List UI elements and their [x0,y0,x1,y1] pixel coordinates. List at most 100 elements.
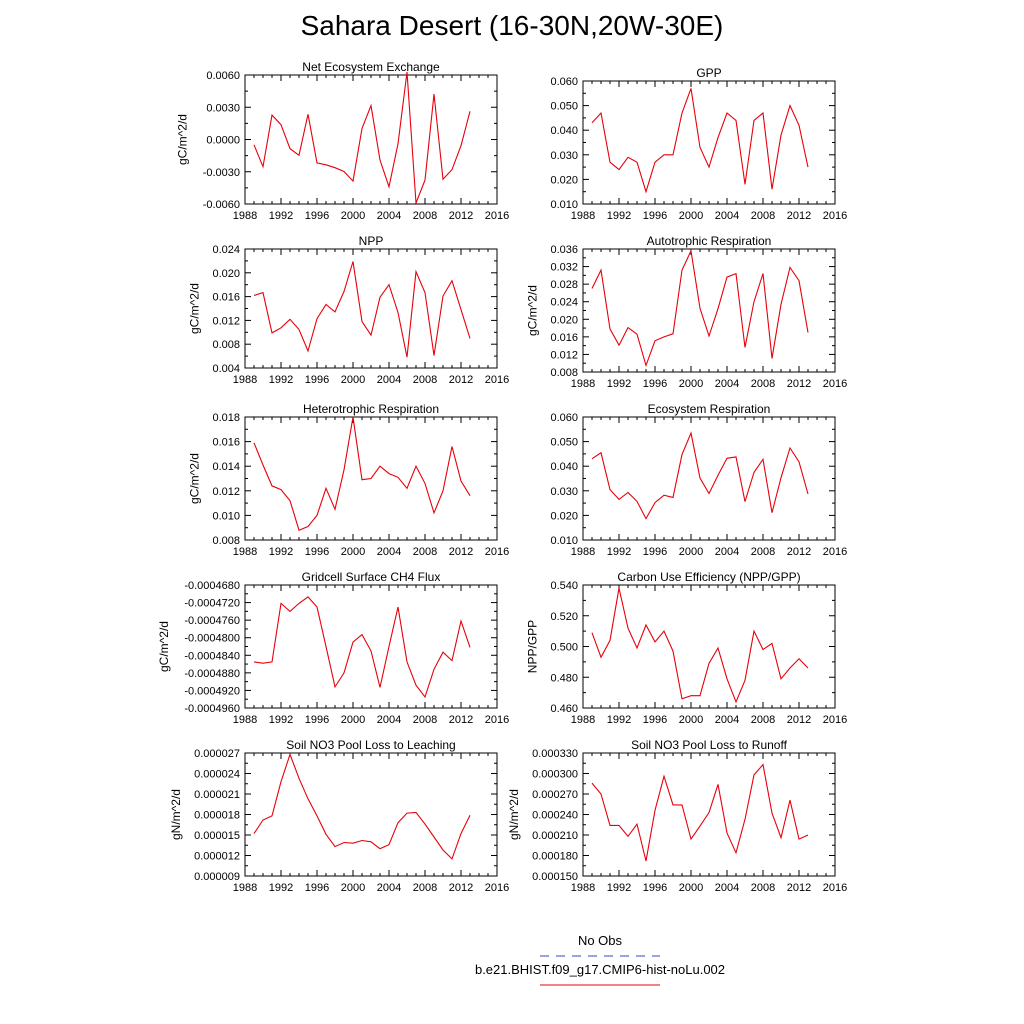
y-tick-label: 0.016 [550,332,578,344]
y-axis-label: gC/m^2/d [157,621,171,672]
y-tick-label: 0.014 [212,461,240,473]
panel-title: Gridcell Surface CH4 Flux [302,570,441,584]
x-tick-label: 2000 [679,378,703,390]
x-tick-label: 1996 [305,210,329,222]
y-tick-label: 0.000018 [194,810,240,822]
x-tick-label: 1988 [233,546,257,558]
y-tick-label: -0.0004960 [184,703,240,715]
legend-obs-label: No Obs [578,933,623,948]
x-tick-label: 2000 [341,210,365,222]
y-tick-label: 0.040 [550,125,578,137]
plot-frame [582,248,836,373]
y-tick-label: 0.008 [212,339,240,351]
x-tick-label: 1996 [643,210,667,222]
y-tick-label: 0.050 [550,101,578,113]
chart-panel-1: 1988 1992 1996 2000 2004 2008 2012 2016 -0.0060 -… [175,60,509,222]
y-tick-label: -0.0004920 [184,685,240,697]
x-tick-label: 1992 [607,714,631,726]
series-line [591,88,809,194]
plot-frame [244,752,498,877]
y-tick-label: -0.0060 [203,199,240,211]
chart-panel-10: 1988 1992 1996 2000 2004 2008 2012 2016 0.000150… [507,738,847,894]
series-line [253,596,471,699]
x-tick-label: 2012 [449,882,473,894]
x-tick-label: 1996 [305,374,329,386]
chart-panel-3: 1988 1992 1996 2000 2004 2008 2012 2016 0.004 0.0… [188,234,510,386]
x-tick-label: 1992 [269,374,293,386]
x-tick-label: 1992 [607,882,631,894]
x-tick-label: 2000 [679,714,703,726]
panel-title: Heterotrophic Respiration [303,402,439,416]
y-tick-label: -0.0004800 [184,633,240,645]
x-tick-label: 1996 [305,546,329,558]
y-tick-label: 0.004 [212,363,240,375]
plot-frame [244,584,498,709]
y-tick-label: 0.012 [212,486,240,498]
y-tick-label: 0.0030 [206,102,240,114]
chart-panel-8: 1988 1992 1996 2000 2004 2008 2012 2016 0.460 0.4… [526,570,848,726]
y-tick-label: -0.0030 [203,167,240,179]
y-axis-label: gC/m^2/d [188,453,202,504]
y-tick-label: 0.000330 [532,748,578,760]
y-tick-label: 0.018 [212,412,240,424]
y-tick-label: 0.000015 [194,830,240,842]
x-tick-label: 2004 [377,882,401,894]
y-tick-label: 0.060 [550,412,578,424]
x-tick-label: 2000 [341,546,365,558]
chart-panel-6: 1988 1992 1996 2000 2004 2008 2012 2016 0.010 0.0… [550,402,847,558]
x-tick-label: 1988 [571,210,595,222]
x-tick-label: 2000 [679,210,703,222]
x-tick-label: 2016 [823,210,847,222]
y-tick-label: 0.040 [550,461,578,473]
x-tick-label: 2000 [679,882,703,894]
series-line [591,763,809,862]
y-tick-label: 0.000027 [194,748,240,760]
panel-title: NPP [359,234,384,248]
x-tick-label: 2000 [341,374,365,386]
y-tick-label: 0.020 [550,174,578,186]
y-axis-label: gN/m^2/d [169,789,183,840]
x-tick-label: 1992 [607,378,631,390]
panel-title: Ecosystem Respiration [648,402,771,416]
y-tick-label: -0.0004880 [184,668,240,680]
x-tick-label: 1988 [233,210,257,222]
x-tick-label: 2008 [413,714,437,726]
series-line [253,261,471,358]
y-tick-label: 0.000009 [194,871,240,883]
series-line [591,431,809,520]
x-tick-label: 2004 [715,882,739,894]
series-line [591,248,809,368]
legend-model-label: b.e21.BHIST.f09_g17.CMIP6-hist-noLu.002 [475,962,725,977]
x-tick-label: 2008 [413,210,437,222]
panel-title: Carbon Use Efficiency (NPP/GPP) [617,570,800,584]
x-tick-label: 2012 [787,882,811,894]
x-tick-label: 1992 [269,714,293,726]
y-tick-label: 0.020 [212,268,240,280]
x-tick-label: 1992 [607,210,631,222]
x-tick-label: 2012 [787,714,811,726]
x-tick-label: 1996 [305,714,329,726]
x-tick-label: 2004 [377,210,401,222]
x-tick-label: 1992 [607,546,631,558]
x-tick-label: 1988 [233,374,257,386]
y-tick-label: 0.016 [212,292,240,304]
y-tick-label: 0.060 [550,76,578,88]
x-tick-label: 2008 [413,546,437,558]
y-tick-label: 0.010 [212,510,240,522]
y-tick-label: 0.0060 [206,70,240,82]
y-tick-label: 0.000240 [532,810,578,822]
panel-title: Autotrophic Respiration [647,234,772,248]
plot-frame [582,416,836,541]
x-tick-label: 2008 [751,546,775,558]
y-tick-label: 0.008 [550,367,578,379]
panel-title: Net Ecosystem Exchange [302,60,440,74]
y-tick-label: 0.030 [550,150,578,162]
x-tick-label: 2016 [485,210,509,222]
x-tick-label: 2016 [823,714,847,726]
x-tick-label: 1992 [269,210,293,222]
series-line [253,752,471,860]
x-tick-label: 2008 [751,882,775,894]
x-tick-label: 1988 [571,882,595,894]
x-tick-label: 2012 [449,210,473,222]
